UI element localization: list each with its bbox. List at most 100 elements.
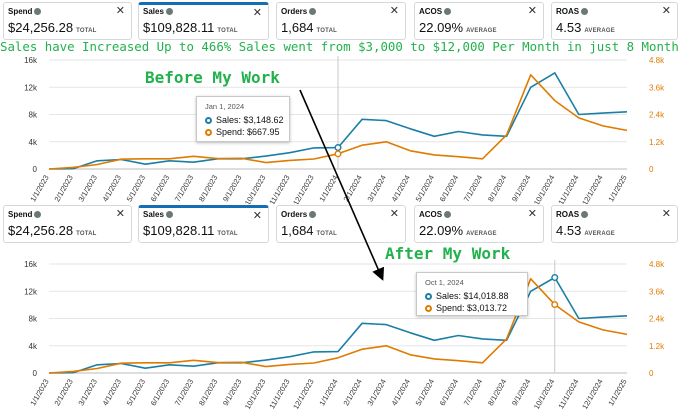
tooltip-spend: Spend: $667.95 [216,127,280,137]
y-left-tick-label: 16k [24,260,38,269]
metric-card-roas[interactable]: ROAS ✕ 4.53 AVERAGE [551,205,678,243]
x-tick-label: 2/1/2023 [52,378,74,408]
tooltip-spend: Spend: $3,013.72 [436,303,508,313]
x-tick-label: 10/1/2023 [243,378,267,409]
metric-value: $24,256.28 [8,223,74,238]
x-tick-label: 8/1/2023 [197,378,219,408]
close-icon[interactable]: ✕ [389,5,399,17]
metric-cards-top: Spend ✕ $24,256.28 TOTAL Sales ✕ $109,828… [0,2,680,42]
close-icon[interactable]: ✕ [252,210,262,222]
metric-value: $109,828.11 [143,223,215,238]
metric-label: Sales [143,210,164,219]
metric-card-sales[interactable]: Sales ✕ $109,828.11 TOTAL [138,205,269,243]
info-icon[interactable] [444,211,452,219]
metric-sub: TOTAL [316,28,337,34]
sales-highlight-point[interactable] [334,144,342,152]
info-icon[interactable] [165,8,173,16]
metric-card-spend[interactable]: Spend ✕ $24,256.28 TOTAL [3,205,132,243]
close-icon[interactable]: ✕ [389,208,399,220]
x-tick-label: 2/1/2024 [341,174,363,204]
info-icon[interactable] [34,8,42,16]
x-tick-label: 5/1/2023 [125,378,147,408]
spend-highlight-point[interactable] [551,301,559,309]
metric-sub: TOTAL [217,28,238,34]
x-tick-label: 9/1/2023 [221,174,243,204]
x-tick-label: 6/1/2023 [149,174,171,204]
info-icon[interactable] [34,211,42,219]
info-icon[interactable] [581,211,589,219]
metric-label: ROAS [556,7,580,16]
close-icon[interactable]: ✕ [115,208,125,220]
x-tick-label: 6/1/2024 [438,174,460,204]
metric-card-acos[interactable]: ACOS ✕ 22.09% AVERAGE [414,2,544,40]
spend-series-line[interactable] [48,277,628,374]
metric-value: 22.09% [419,20,464,35]
sales-series-line[interactable] [48,276,628,374]
metric-sub: AVERAGE [584,28,615,34]
metric-sub: TOTAL [76,231,97,237]
x-tick-label: 7/1/2024 [462,378,484,408]
x-tick-label: 7/1/2023 [173,378,195,408]
metric-value: $109,828.11 [143,20,215,35]
x-tick-label: 3/1/2024 [366,378,388,408]
metric-card-roas[interactable]: ROAS ✕ 4.53 AVERAGE [551,2,678,40]
close-icon[interactable]: ✕ [527,208,537,220]
close-icon[interactable]: ✕ [661,208,671,220]
metric-sub: AVERAGE [466,28,497,34]
y-right-tick-label: 3.6k [649,83,665,92]
close-icon[interactable]: ✕ [661,5,671,17]
chart-after: 0 4k 8k 12k 16k 0 1.2k 2.4k 3.6k 4.8k 1/1/2023 2/1/… [0,247,680,409]
close-icon[interactable]: ✕ [115,5,125,17]
sales-highlight-point[interactable] [551,273,559,281]
y-right-tick-label: 0 [649,165,654,174]
x-tick-label: 5/1/2024 [414,174,436,204]
x-tick-label: 1/1/2025 [606,378,628,408]
x-tick-label: 1/1/2023 [28,174,50,204]
x-tick-label: 1/1/2024 [317,378,339,408]
metric-card-acos[interactable]: ACOS ✕ 22.09% AVERAGE [414,205,544,243]
metric-label: ACOS [419,210,443,219]
info-icon[interactable] [309,211,317,219]
y-left-tick-label: 0 [33,369,38,378]
metric-value: 1,684 [281,223,314,238]
y-left-tick-label: 16k [24,56,38,65]
tooltip-sales: Sales: $14,018.88 [436,291,509,301]
metric-card-orders[interactable]: Orders ✕ 1,684 TOTAL [276,205,406,243]
y-left-tick-label: 4k [29,138,38,147]
metric-cards-bottom: Spend ✕ $24,256.28 TOTAL Sales ✕ $109,828… [0,205,680,245]
y-right-tick-label: 0 [649,369,654,378]
info-icon[interactable] [581,8,589,16]
metric-card-orders[interactable]: Orders ✕ 1,684 TOTAL [276,2,406,40]
chart-before: 0 4k 8k 12k 16k 0 1.2k 2.4k 3.6k 4.8k 1/1/2023 2/1/… [0,44,680,204]
x-tick-label: 12/1/2024 [580,378,604,409]
x-tick-label: 6/1/2023 [149,378,171,408]
y-right-tick-label: 4.8k [649,56,665,65]
spend-highlight-point[interactable] [334,150,342,158]
close-icon[interactable]: ✕ [252,7,262,19]
info-icon[interactable] [309,8,317,16]
y-right-tick-label: 1.2k [649,138,665,147]
y-right-tick-label: 2.4k [649,315,665,324]
metric-sub: TOTAL [316,231,337,237]
tooltip-after: Oct 1, 2024 Sales: $14,018.88 Spend: $3,… [416,272,528,316]
metric-label: Sales [143,7,164,16]
x-tick-label: 8/1/2024 [486,378,508,408]
sales-dot-icon [425,293,432,300]
x-tick-label: 7/1/2024 [462,174,484,204]
info-icon[interactable] [165,211,173,219]
close-icon[interactable]: ✕ [527,5,537,17]
metric-label: Spend [8,7,33,16]
x-tick-label: 12/1/2023 [291,378,315,409]
x-tick-label: 3/1/2023 [77,378,99,408]
info-icon[interactable] [444,8,452,16]
metric-label: ROAS [556,210,580,219]
x-tick-label: 3/1/2024 [366,174,388,204]
metric-value: 1,684 [281,20,314,35]
metric-card-sales[interactable]: Sales ✕ $109,828.11 TOTAL [138,2,269,40]
metric-card-spend[interactable]: Spend ✕ $24,256.28 TOTAL [3,2,132,40]
metric-value: $24,256.28 [8,20,74,35]
x-tick-label: 11/1/2024 [556,174,580,205]
y-right-tick-label: 3.6k [649,287,665,296]
x-tick-label: 10/1/2024 [532,378,556,409]
